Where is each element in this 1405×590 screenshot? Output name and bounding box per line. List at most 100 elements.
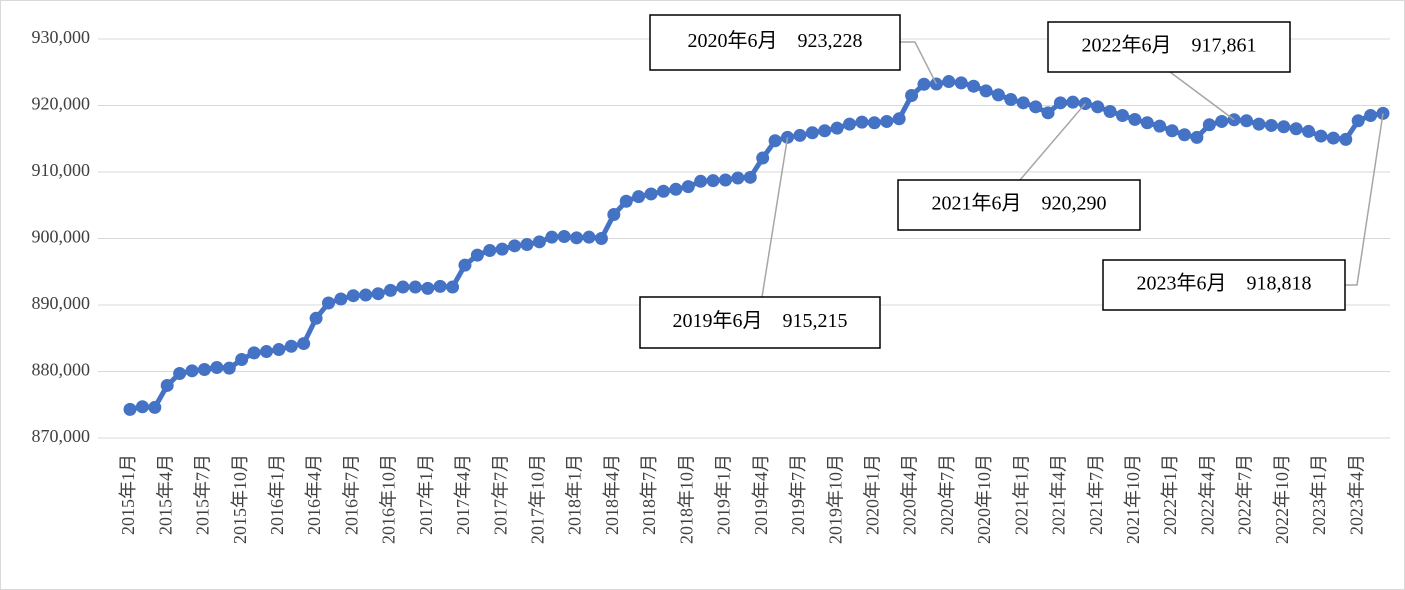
x-tick-label: 2019年4月 xyxy=(751,454,771,535)
point xyxy=(1351,114,1365,128)
point xyxy=(1041,106,1055,120)
x-tick-label: 2015年10月 xyxy=(230,454,250,544)
point xyxy=(656,184,670,198)
x-tick-label: 2021年4月 xyxy=(1049,454,1069,535)
label-box xyxy=(897,179,1141,231)
point xyxy=(1153,119,1167,133)
point xyxy=(1128,112,1142,126)
point xyxy=(1115,108,1129,122)
point xyxy=(160,378,174,392)
point xyxy=(880,114,894,128)
point xyxy=(942,75,956,89)
x-tick-label: 2019年7月 xyxy=(788,454,808,535)
x-tick-label: 2018年10月 xyxy=(676,454,696,544)
label-box xyxy=(1102,259,1346,311)
point xyxy=(917,77,931,91)
leader-line xyxy=(1019,103,1086,181)
x-tick-label: 2015年4月 xyxy=(155,454,175,535)
point xyxy=(768,134,782,148)
point xyxy=(1066,95,1080,109)
x-tick-label: 2023年4月 xyxy=(1346,454,1366,535)
point xyxy=(718,173,732,187)
point xyxy=(458,258,472,272)
point xyxy=(743,170,757,184)
data-label: 2023年6月 918,818 xyxy=(1137,272,1312,295)
point xyxy=(309,311,323,325)
point xyxy=(1202,118,1216,132)
point xyxy=(632,190,646,204)
point xyxy=(334,292,348,306)
y-tick-label: 930,000 xyxy=(32,27,91,47)
x-tick-label: 2018年7月 xyxy=(639,454,659,535)
data-label: 2020年6月 923,228 xyxy=(688,29,863,52)
label-box xyxy=(649,14,901,71)
label-box xyxy=(639,296,881,349)
x-tick-label: 2018年4月 xyxy=(602,454,622,535)
point xyxy=(483,243,497,257)
point xyxy=(235,353,249,367)
point xyxy=(520,237,534,251)
x-tick-label: 2019年1月 xyxy=(714,454,734,535)
point xyxy=(1289,122,1303,136)
x-tick-label: 2017年1月 xyxy=(416,454,436,535)
point xyxy=(1053,96,1067,110)
x-tick-label: 2020年4月 xyxy=(900,454,920,535)
point xyxy=(545,230,559,244)
point xyxy=(532,235,546,249)
point xyxy=(607,208,621,222)
point xyxy=(508,239,522,253)
point xyxy=(1240,114,1254,128)
point xyxy=(1178,128,1192,142)
point xyxy=(185,364,199,378)
x-tick-label: 2015年7月 xyxy=(193,454,213,535)
point xyxy=(384,283,398,297)
x-tick-label: 2022年10月 xyxy=(1272,454,1292,544)
leader-line xyxy=(761,137,789,298)
x-tick-label: 2021年10月 xyxy=(1123,454,1143,544)
point xyxy=(173,366,187,380)
x-tick-label: 2023年1月 xyxy=(1309,454,1329,535)
point xyxy=(1252,117,1266,131)
point xyxy=(1339,132,1353,146)
point xyxy=(805,126,819,140)
point xyxy=(905,89,919,103)
point xyxy=(570,231,584,245)
point xyxy=(1004,93,1018,107)
point xyxy=(991,88,1005,102)
point xyxy=(954,76,968,90)
point xyxy=(1190,130,1204,144)
x-tick-label: 2016年10月 xyxy=(379,454,399,544)
point xyxy=(644,187,658,201)
point xyxy=(359,288,373,302)
point xyxy=(1364,108,1378,122)
x-tick-label: 2019年10月 xyxy=(825,454,845,544)
point xyxy=(855,115,869,129)
point xyxy=(669,182,683,196)
x-tick-label: 2022年1月 xyxy=(1160,454,1180,535)
point xyxy=(259,345,273,359)
leader-line xyxy=(1345,113,1384,286)
x-tick-label: 2017年7月 xyxy=(490,454,510,535)
y-tick-label: 880,000 xyxy=(32,360,91,380)
point xyxy=(148,400,162,414)
point xyxy=(756,151,770,165)
point xyxy=(1140,116,1154,130)
x-tick-label: 2022年4月 xyxy=(1197,454,1217,535)
leader-line xyxy=(1169,71,1235,121)
point xyxy=(1029,100,1043,114)
point xyxy=(979,84,993,98)
point xyxy=(371,287,385,301)
x-tick-label: 2022年7月 xyxy=(1235,454,1255,535)
point xyxy=(1277,120,1291,134)
point xyxy=(1314,129,1328,143)
x-tick-label: 2021年1月 xyxy=(1011,454,1031,535)
point xyxy=(321,296,335,310)
point xyxy=(706,174,720,188)
point xyxy=(446,280,460,294)
y-tick-label: 890,000 xyxy=(32,293,91,313)
point xyxy=(731,171,745,185)
point xyxy=(222,361,236,375)
point xyxy=(1302,124,1316,138)
point xyxy=(470,248,484,262)
